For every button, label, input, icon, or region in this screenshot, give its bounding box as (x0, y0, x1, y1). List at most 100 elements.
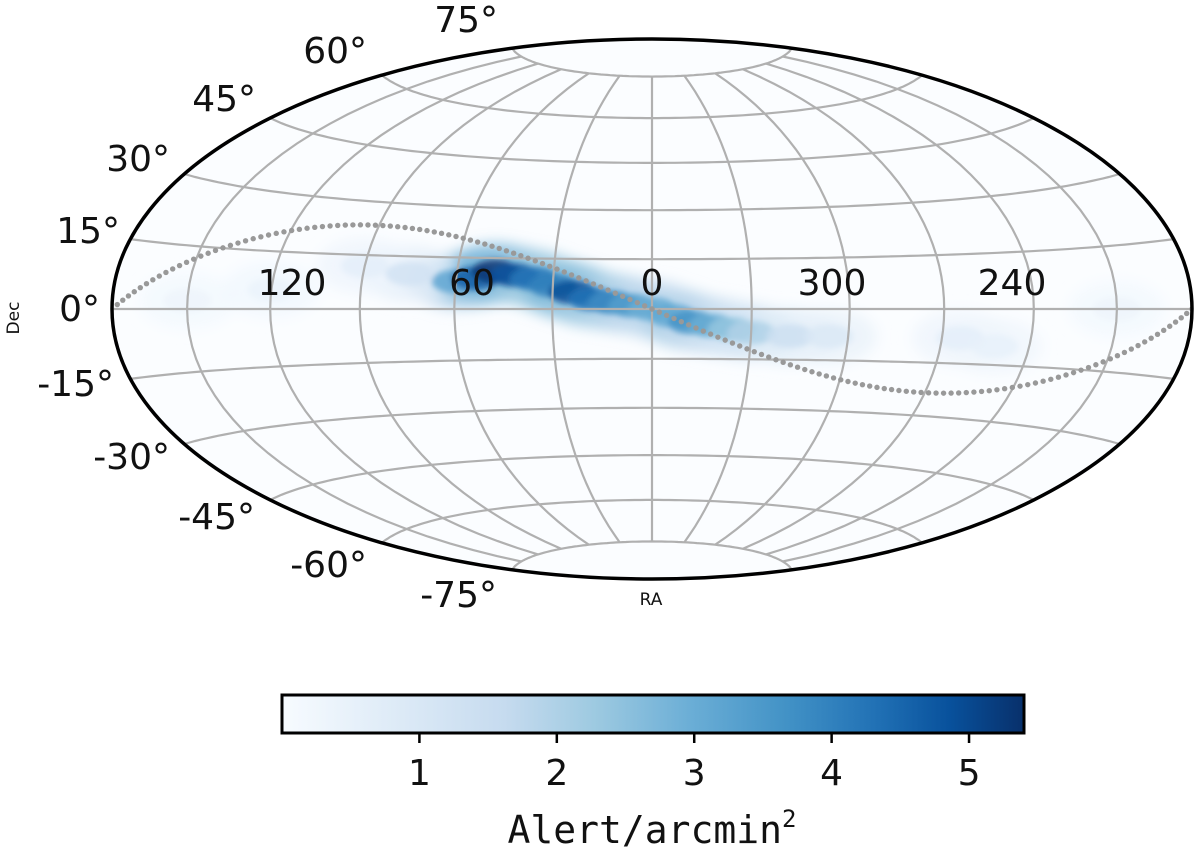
ecliptic-dot (896, 387, 902, 394)
ra-grid-line (358, 68, 562, 550)
dec-tick-label: -30° (93, 437, 170, 478)
ecliptic-dot (787, 362, 794, 368)
ecliptic-dot (163, 269, 169, 276)
ecliptic-dot (933, 390, 939, 396)
ecliptic-dot (838, 377, 844, 383)
sky-outline (110, 37, 1194, 581)
ecliptic-dot (1178, 315, 1184, 321)
ecliptic-dot (809, 369, 815, 375)
ecliptic-dot (250, 236, 256, 242)
ecliptic-dot (350, 222, 356, 228)
ecliptic-dot (1161, 327, 1167, 334)
dec-tick-label: 60° (303, 31, 367, 72)
ecliptic-dot (715, 334, 721, 340)
ecliptic-dot (510, 250, 517, 256)
ecliptic-dot (1114, 353, 1121, 359)
ecliptic-dot (722, 337, 728, 343)
ra-grid-line (269, 62, 539, 556)
ecliptic-dot (910, 389, 917, 395)
ecliptic-dot (794, 364, 801, 370)
ecliptic-dot (143, 281, 150, 287)
ecliptic-dot (137, 284, 143, 291)
ecliptic-dot (852, 380, 858, 386)
y-axis-label: Dec (4, 302, 24, 335)
ecliptic-dot (1078, 367, 1084, 373)
ecliptic-dot (227, 242, 234, 249)
ecliptic-dot (605, 287, 611, 293)
ecliptic-dot (288, 227, 295, 234)
ecliptic-dot (176, 262, 183, 269)
dec-tick-label: 30° (106, 139, 170, 180)
ecliptic-dot (1141, 339, 1148, 345)
ecliptic-dot (190, 256, 197, 262)
ecliptic-dot (372, 222, 379, 228)
ecliptic-dot (365, 222, 371, 228)
dec-tick-label: -45° (178, 497, 255, 538)
ecliptic-dot (409, 225, 416, 232)
dec-tick-label: -15° (37, 364, 114, 405)
ecliptic-dot (547, 263, 553, 270)
ecliptic-dot (707, 331, 714, 337)
ecliptic-dot (114, 301, 120, 308)
dec-tick-label: 15° (56, 211, 120, 252)
ecliptic-dot (1055, 374, 1062, 380)
sky-map (110, 37, 1194, 581)
ecliptic-dot (744, 346, 750, 352)
ecliptic-dot (1070, 369, 1077, 376)
ecliptic-dot (220, 245, 226, 251)
ecliptic-dot (1085, 364, 1092, 371)
ecliptic-dot (948, 390, 954, 396)
ecliptic-dot (903, 388, 909, 394)
density-cell (804, 324, 853, 349)
ecliptic-dot (460, 235, 466, 241)
ecliptic-dot (1100, 359, 1106, 365)
ecliptic-dot (417, 226, 423, 233)
ecliptic-dot (482, 241, 488, 247)
colorbar-tick-label: 2 (545, 753, 568, 794)
ecliptic-dot (554, 266, 560, 272)
ecliptic-dot (678, 318, 685, 325)
ecliptic-dot (874, 384, 880, 391)
density-cell (766, 324, 815, 349)
dec-tick-label: -75° (420, 575, 497, 616)
ecliptic-dot (634, 299, 641, 306)
ecliptic-dot (453, 233, 459, 240)
ecliptic-dot (281, 229, 287, 235)
ecliptic-dot (312, 224, 318, 231)
ecliptic-dots (114, 222, 1192, 396)
ecliptic-dot (627, 296, 633, 303)
ecliptic-dot (327, 223, 333, 229)
density-cell (385, 261, 434, 286)
ecliptic-dot (773, 357, 779, 363)
ecliptic-dot (169, 266, 176, 272)
ecliptic-dot (590, 281, 597, 287)
ecliptic-dot (1001, 386, 1008, 392)
ecliptic-dot (685, 322, 692, 328)
ecliptic-dot (1167, 323, 1173, 329)
ra-tick-label: 120 (258, 263, 327, 304)
ecliptic-dot (342, 222, 349, 228)
ecliptic-dot (183, 259, 190, 265)
ecliptic-dot (700, 328, 706, 334)
ecliptic-dot (296, 226, 303, 232)
ecliptic-dot (496, 245, 502, 252)
ecliptic-dot (780, 359, 786, 366)
ra-grid-line (765, 62, 1035, 556)
colorbar-tick-label: 4 (820, 753, 843, 794)
colorbar-tick-label: 5 (958, 753, 981, 794)
ecliptic-dot (925, 390, 932, 396)
ecliptic-dot (986, 387, 992, 394)
ecliptic-dot (751, 348, 757, 355)
ecliptic-dot (859, 381, 866, 388)
ecliptic-dot (205, 250, 211, 256)
ecliptic-dot (1107, 356, 1114, 362)
ra-grid-line (185, 55, 522, 563)
ecliptic-dot (816, 371, 822, 377)
ecliptic-dot (1135, 342, 1141, 349)
ecliptic-dot (265, 232, 272, 238)
ecliptic-dot (242, 238, 249, 244)
ecliptic-dot (467, 237, 474, 243)
ecliptic-dot (766, 354, 772, 360)
ra-tick-label: 60 (449, 263, 495, 304)
